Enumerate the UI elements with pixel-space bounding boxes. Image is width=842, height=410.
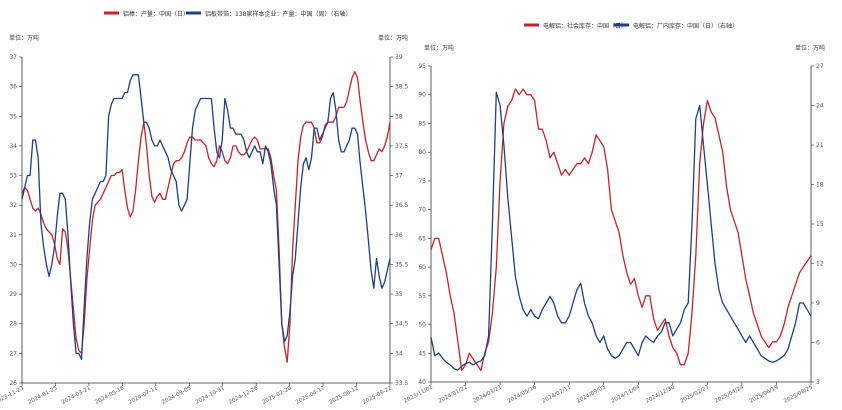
- y-tick-label-right-c1: 12: [816, 261, 824, 268]
- x-tick-label-c0: 2025-04-17: [295, 385, 326, 406]
- series-line-c0-s1: [21, 74, 391, 360]
- x-tick-label-c1: 2025/08/25: [783, 384, 814, 404]
- y-tick-label-left-c1: 70: [418, 207, 426, 214]
- x-tick-label-c1: 2025/06/19: [749, 384, 780, 404]
- y-tick-label-left-c1: 80: [418, 149, 426, 156]
- series-line-c0-s0: [21, 71, 391, 363]
- x-tick-label-c0: 2024-10-31: [195, 385, 226, 405]
- y-tick-label-right-c0: 37: [395, 173, 403, 180]
- y-tick-label-right-c0: 33.5: [395, 380, 409, 387]
- y-tick-label-right-c0: 35: [395, 291, 403, 298]
- x-tick-label-c0: 2024-01-25: [27, 385, 58, 406]
- y-tick-label-right-c0: 36: [395, 232, 403, 239]
- y-tick-label-left-c1: 55: [418, 293, 426, 300]
- chart-right: 电解铝：社会库存：中国（日） 电解铝：厂内库存：中国（日）（右轴） 单位：万吨 …: [403, 22, 825, 405]
- y-tick-label-left-c0: 36: [9, 84, 17, 91]
- y-tick-label-right-c1: 18: [816, 182, 824, 189]
- x-tick-label-c1: 2024/11/04: [610, 384, 641, 404]
- x-tick-label-c0: 2024-05-16: [94, 385, 125, 406]
- x-tick-label-c1: 2025/04/24: [714, 384, 745, 404]
- x-tick-label-c1: 2023/11/02: [403, 384, 434, 404]
- x-tick-label-c1: 2024/07/11: [541, 384, 572, 404]
- legend-label-c1s1: 电解铝：厂内库存：中国（日）（右轴）: [633, 22, 738, 30]
- x-tick-label-c0: 2025-08-22: [362, 385, 393, 405]
- y-tick-label-left-c0: 31: [9, 232, 17, 239]
- y-tick-label-left-c1: 50: [418, 322, 426, 329]
- y-tick-label-right-c0: 34.5: [395, 321, 409, 328]
- legend-label-c0s0: 铝棒：产量：中国（日）: [123, 10, 189, 18]
- y-tick-label-left-c0: 26: [9, 380, 17, 387]
- left-unit-label-c1: 单位：万吨: [424, 44, 454, 52]
- y-tick-label-right-c1: 6: [816, 340, 820, 347]
- x-tick-label-c1: 2024/05/16: [507, 384, 538, 404]
- y-tick-label-left-c1: 45: [418, 350, 426, 357]
- y-tick-label-right-c1: 9: [816, 300, 820, 307]
- legend-left: 铝棒：产量：中国（日） 铝板带箔：138家样本企业：产量：中国（周）（右轴）: [104, 10, 351, 18]
- y-tick-label-right-c1: 21: [816, 142, 824, 149]
- x-tick-label-c0: 2024-07-11: [128, 385, 159, 405]
- y-tick-label-right-c1: 24: [816, 103, 824, 110]
- x-tick-label-c0: 2025-06-12: [328, 385, 359, 405]
- y-tick-label-right-c1: 15: [816, 221, 824, 228]
- y-tick-label-left-c1: 60: [418, 264, 426, 271]
- series-line-c1-s1: [430, 91, 812, 371]
- y-tick-label-right-c0: 38: [395, 113, 403, 120]
- y-tick-label-left-c0: 32: [9, 202, 17, 209]
- legend-label-c0s1: 铝板带箔：138家样本企业：产量：中国（周）（右轴）: [205, 10, 351, 18]
- y-tick-label-left-c0: 35: [9, 113, 17, 120]
- x-tick-label-c0: 2024-03-21: [61, 385, 92, 405]
- x-tick-label-c1: 2024/01/22: [438, 384, 469, 404]
- y-tick-label-left-c0: 33: [9, 173, 17, 180]
- y-tick-label-left-c0: 28: [9, 321, 17, 328]
- chart-left: 铝棒：产量：中国（日） 铝板带箔：138家样本企业：产量：中国（周）（右轴） 单…: [0, 10, 409, 406]
- y-tick-label-left-c1: 75: [418, 178, 426, 185]
- x-tick-label-c1: 2024/09/05: [576, 384, 607, 404]
- y-tick-label-left-c0: 27: [9, 350, 17, 357]
- y-tick-label-left-c0: 29: [9, 291, 17, 298]
- right-unit-label-c0: 单位：万吨: [378, 34, 408, 42]
- y-tick-label-left-c1: 90: [418, 92, 426, 99]
- y-tick-label-right-c0: 38.5: [395, 84, 409, 91]
- right-unit-label-c1: 单位：万吨: [795, 44, 825, 52]
- y-tick-label-left-c1: 65: [418, 235, 426, 242]
- y-tick-label-right-c0: 35.5: [395, 261, 409, 268]
- y-tick-label-right-c1: 3: [816, 379, 820, 386]
- x-tick-label-c1: 2024/12/30: [645, 384, 676, 404]
- y-tick-label-right-c0: 37.5: [395, 143, 409, 150]
- x-tick-label-c0: 2024-09-05: [161, 385, 192, 406]
- left-unit-label-c0: 单位：万吨: [9, 34, 39, 42]
- y-tick-label-left-c1: 85: [418, 120, 426, 127]
- x-tick-label-c0: 2024-12-26: [228, 385, 259, 406]
- y-tick-label-left-c0: 37: [9, 54, 17, 61]
- y-tick-label-right-c0: 36.5: [395, 202, 409, 209]
- y-tick-label-left-c1: 95: [418, 63, 426, 70]
- legend-right: 电解铝：社会库存：中国（日） 电解铝：厂内库存：中国（日）（右轴）: [524, 22, 738, 30]
- y-tick-label-right-c0: 34: [395, 350, 403, 357]
- y-tick-label-right-c1: 27: [816, 63, 824, 70]
- y-tick-label-left-c0: 30: [9, 261, 17, 268]
- x-tick-label-c0: 2025-02-20: [262, 385, 293, 406]
- legend-label-c1s0: 电解铝：社会库存：中国（日）: [543, 22, 627, 30]
- y-tick-label-right-c0: 39: [395, 54, 403, 61]
- x-tick-label-c1: 2025/02/27: [679, 384, 710, 404]
- series-line-c1-s0: [430, 88, 812, 372]
- x-tick-label-c0: 2023-11-23: [0, 385, 25, 406]
- y-tick-label-left-c1: 40: [418, 379, 426, 386]
- y-tick-label-left-c0: 34: [9, 143, 17, 150]
- x-tick-label-c1: 2024/03/21: [472, 384, 503, 404]
